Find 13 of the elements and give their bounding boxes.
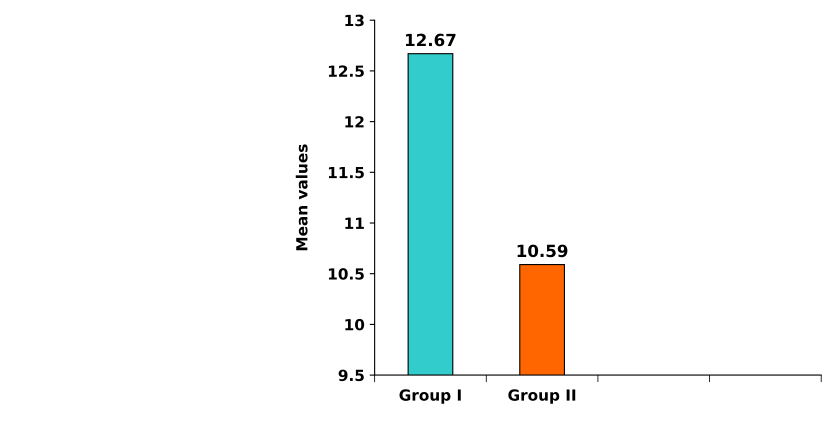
y-tick-label: 11.5: [328, 166, 364, 178]
x-tick-label: Group II: [508, 389, 576, 404]
y-tick-label: 9.5: [338, 370, 364, 382]
data-label: 12.67: [406, 34, 456, 46]
y-tick-label: 11: [345, 218, 364, 229]
y-tick-label: 10: [345, 318, 364, 330]
y-axis-title: Mean values: [296, 144, 308, 250]
y-tick-label: 13: [345, 14, 364, 26]
y-tick-label: 12.5: [328, 65, 364, 77]
y-tick-label: 10.5: [328, 268, 364, 280]
y-tick-label: 12: [345, 116, 364, 128]
data-label: 10.59: [518, 244, 568, 258]
x-tick-label: Group I: [400, 389, 461, 404]
